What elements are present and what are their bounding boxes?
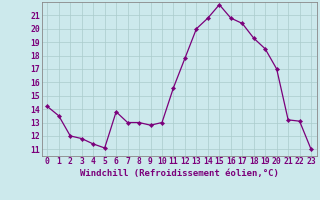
X-axis label: Windchill (Refroidissement éolien,°C): Windchill (Refroidissement éolien,°C) [80, 169, 279, 178]
